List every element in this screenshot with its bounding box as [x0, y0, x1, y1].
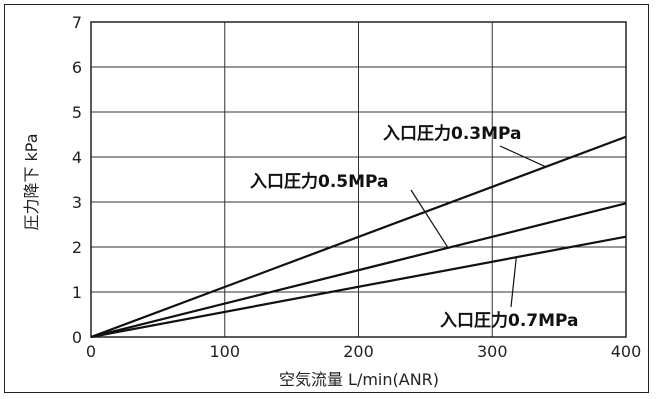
y-tick-label: 3	[72, 193, 82, 212]
y-tick-label: 0	[72, 328, 82, 347]
y-tick-label: 4	[72, 148, 82, 167]
grid	[91, 22, 626, 337]
y-tick-label: 6	[72, 58, 82, 77]
series-label-0.3mpa: 入口圧力0.3MPa	[383, 123, 522, 144]
tick-labels: 0 1 2 3 4 5 6 7 0 100 200 300 400	[72, 13, 641, 361]
y-tick-label: 7	[72, 13, 82, 32]
series-line-0.3mpa	[90, 135, 627, 339]
x-axis-title: 空気流量 L/min(ANR)	[279, 370, 439, 389]
leader-line-0.3mpa	[499, 145, 546, 168]
leader-line-0.5mpa	[410, 189, 449, 249]
annotation-leaders	[410, 145, 546, 308]
series-lines	[90, 135, 627, 339]
x-tick-label: 100	[209, 342, 240, 361]
series-line-0.7mpa	[90, 235, 627, 339]
y-tick-label: 5	[72, 103, 82, 122]
plot-area	[90, 21, 627, 338]
series-label-0.7mpa: 入口圧力0.7MPa	[440, 310, 579, 331]
y-axis-title: 圧力降下 kPa	[22, 133, 41, 230]
x-tick-label: 400	[611, 342, 642, 361]
x-tick-label: 300	[477, 342, 508, 361]
series-line-0.5mpa	[90, 202, 627, 339]
y-tick-label: 1	[72, 283, 82, 302]
y-tick-label: 2	[72, 238, 82, 257]
chart-frame	[4, 4, 649, 393]
leader-line-0.7mpa	[510, 257, 517, 308]
x-tick-label: 0	[86, 342, 96, 361]
series-label-0.5mpa: 入口圧力0.5MPa	[250, 171, 389, 192]
x-tick-label: 200	[343, 342, 374, 361]
